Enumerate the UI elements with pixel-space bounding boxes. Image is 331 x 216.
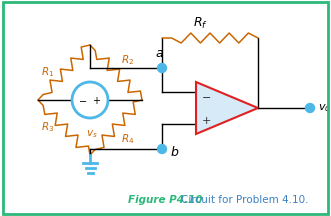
Text: $b$: $b$ xyxy=(170,145,179,159)
Text: $+$: $+$ xyxy=(201,114,211,125)
Text: Circuit for Problem 4.10.: Circuit for Problem 4.10. xyxy=(181,195,309,205)
Text: $v_o$: $v_o$ xyxy=(318,102,331,114)
Text: $R_2$: $R_2$ xyxy=(121,54,134,67)
Text: $-$: $-$ xyxy=(78,95,88,105)
Text: $v_s$: $v_s$ xyxy=(86,128,98,140)
Circle shape xyxy=(72,82,108,118)
Circle shape xyxy=(158,145,166,154)
Circle shape xyxy=(158,64,166,73)
Text: $a$: $a$ xyxy=(155,47,164,60)
Text: $R_f$: $R_f$ xyxy=(193,16,208,31)
Text: $+$: $+$ xyxy=(92,95,102,105)
Text: $R_4$: $R_4$ xyxy=(121,132,134,146)
Text: Figure P4.10: Figure P4.10 xyxy=(128,195,202,205)
Polygon shape xyxy=(196,82,258,134)
Circle shape xyxy=(306,103,314,113)
Text: $R_3$: $R_3$ xyxy=(41,121,54,134)
Text: $R_1$: $R_1$ xyxy=(41,66,54,79)
Text: $-$: $-$ xyxy=(201,91,211,101)
